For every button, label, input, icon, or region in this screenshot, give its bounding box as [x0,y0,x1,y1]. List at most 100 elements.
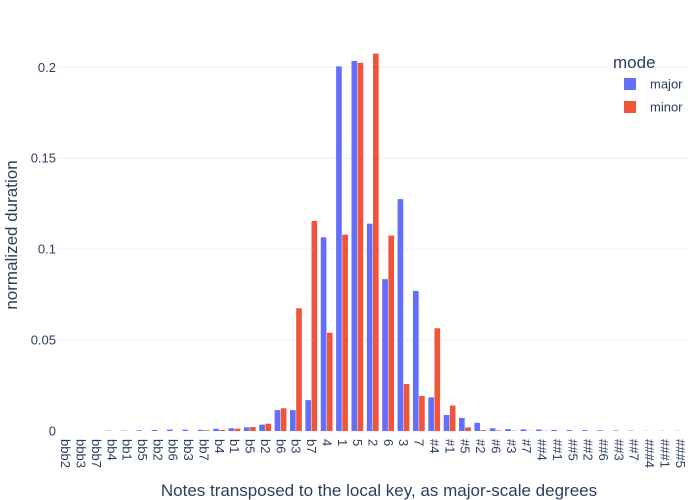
x-tick-label: bbb7 [89,439,104,468]
x-tick-label: 4 [319,439,334,446]
x-tick-label: bb7 [196,439,211,461]
x-tick-label: #1 [442,439,457,453]
x-tick-label: ##4 [535,439,550,461]
bar-major[interactable] [336,66,342,432]
bar-major[interactable] [474,422,481,431]
legend-item-minor[interactable]: minor [624,100,683,115]
bar-minor[interactable] [373,53,379,432]
bar-major[interactable] [443,414,450,431]
bar-minor[interactable] [434,328,441,431]
x-tick-label: ###1 [657,439,672,468]
bar-major[interactable] [320,237,327,431]
x-tick-label: 2 [366,439,381,446]
y-axis-title: normalized duration [2,160,21,309]
bar-minor[interactable] [388,235,395,432]
x-tick-label: b4 [212,439,227,453]
bar-minor[interactable] [357,62,364,432]
bar-minor[interactable] [326,332,333,431]
y-tick-labels: 0 0.05 0.1 0.15 0.2 [31,60,56,439]
x-tick-label: #6 [488,439,503,453]
bar-major[interactable] [305,400,312,431]
x-tick-label: #3 [504,439,519,453]
bar-major[interactable] [351,60,358,432]
bar-minor[interactable] [219,429,225,431]
x-tick-label: 3 [396,439,411,446]
bar-major[interactable] [228,428,235,431]
bar-major[interactable] [428,397,434,431]
bar-major[interactable] [197,429,204,431]
legend-swatch [624,78,636,90]
bar-major[interactable] [182,429,189,431]
bar-major[interactable] [397,199,404,431]
x-tick-label: ##6 [596,439,611,461]
bar-major[interactable] [612,430,619,431]
bar-major[interactable] [259,424,265,431]
legend-item-major[interactable]: major [624,77,683,92]
bar-major[interactable] [167,429,173,431]
x-tick-label: ##2 [581,439,596,461]
bar-major[interactable] [535,429,542,431]
bar-minor[interactable] [296,308,302,431]
bar-major[interactable] [597,430,603,431]
bar-minor[interactable] [495,430,502,431]
bar-major[interactable] [489,428,496,431]
bar-minor[interactable] [419,395,425,431]
bar-major[interactable] [274,410,281,431]
bar-major[interactable] [566,430,573,431]
bar-minor[interactable] [480,430,487,431]
bar-minor[interactable] [280,408,287,431]
x-tick-label: bb3 [181,439,196,461]
x-tick-label: ##7 [627,439,642,461]
bar-major[interactable] [366,223,373,431]
bar-major[interactable] [505,429,511,431]
x-tick-label: b6 [273,439,288,453]
bar-major[interactable] [243,427,250,431]
legend-title: mode [613,53,656,72]
bar-major[interactable] [581,430,588,431]
bar-minor[interactable] [311,220,318,431]
x-tick-label: b5 [243,439,258,453]
x-tick-label: 7 [412,439,427,446]
legend-items[interactable]: major minor [624,77,683,115]
x-tick-label: 6 [381,439,396,446]
bar-major[interactable] [412,290,419,431]
legend-swatch [624,101,636,113]
bar-major[interactable] [551,429,557,431]
bar-minor[interactable] [449,405,456,431]
bar-major[interactable] [151,429,158,431]
bar-minor[interactable] [265,423,272,431]
bar-major[interactable] [459,417,465,431]
bar-minor[interactable] [203,430,210,431]
x-tick-label: #7 [519,439,534,453]
legend[interactable]: mode major minor [613,53,683,115]
x-tick-labels: bbb2 bbb3 bbb7 bb4 bb1 bb5 bb2 bb6 bb3 bb7 b4 b1 b5 b… [58,439,688,468]
x-tick-label: 5 [350,439,365,446]
bar-minor[interactable] [403,384,410,431]
x-tick-label: b1 [227,439,242,453]
x-tick-label: #5 [458,439,473,453]
x-tick-label: #4 [427,439,442,453]
x-tick-label: b3 [289,439,304,453]
x-tick-label: bbb2 [58,439,73,468]
legend-label: major [650,77,683,92]
x-tick-label: 1 [335,439,350,446]
x-tick-label: bb5 [135,439,150,461]
legend-label: minor [650,100,683,115]
bar-minor[interactable] [342,234,348,431]
y-tick-label: 0.05 [31,333,56,348]
y-tick-label: 0.15 [31,151,56,166]
bar-major[interactable] [213,428,219,431]
bar-major[interactable] [520,429,527,431]
bar-minor[interactable] [465,427,471,431]
x-tick-label: ###5 [673,439,688,468]
bar-major[interactable] [382,279,388,431]
x-tick-label: bb6 [166,439,181,461]
bars [105,53,680,432]
bar-major[interactable] [136,430,143,431]
bar-minor[interactable] [234,428,241,431]
bar-minor[interactable] [250,426,256,431]
bar-major[interactable] [290,410,296,431]
x-tick-label: ##1 [550,439,565,461]
